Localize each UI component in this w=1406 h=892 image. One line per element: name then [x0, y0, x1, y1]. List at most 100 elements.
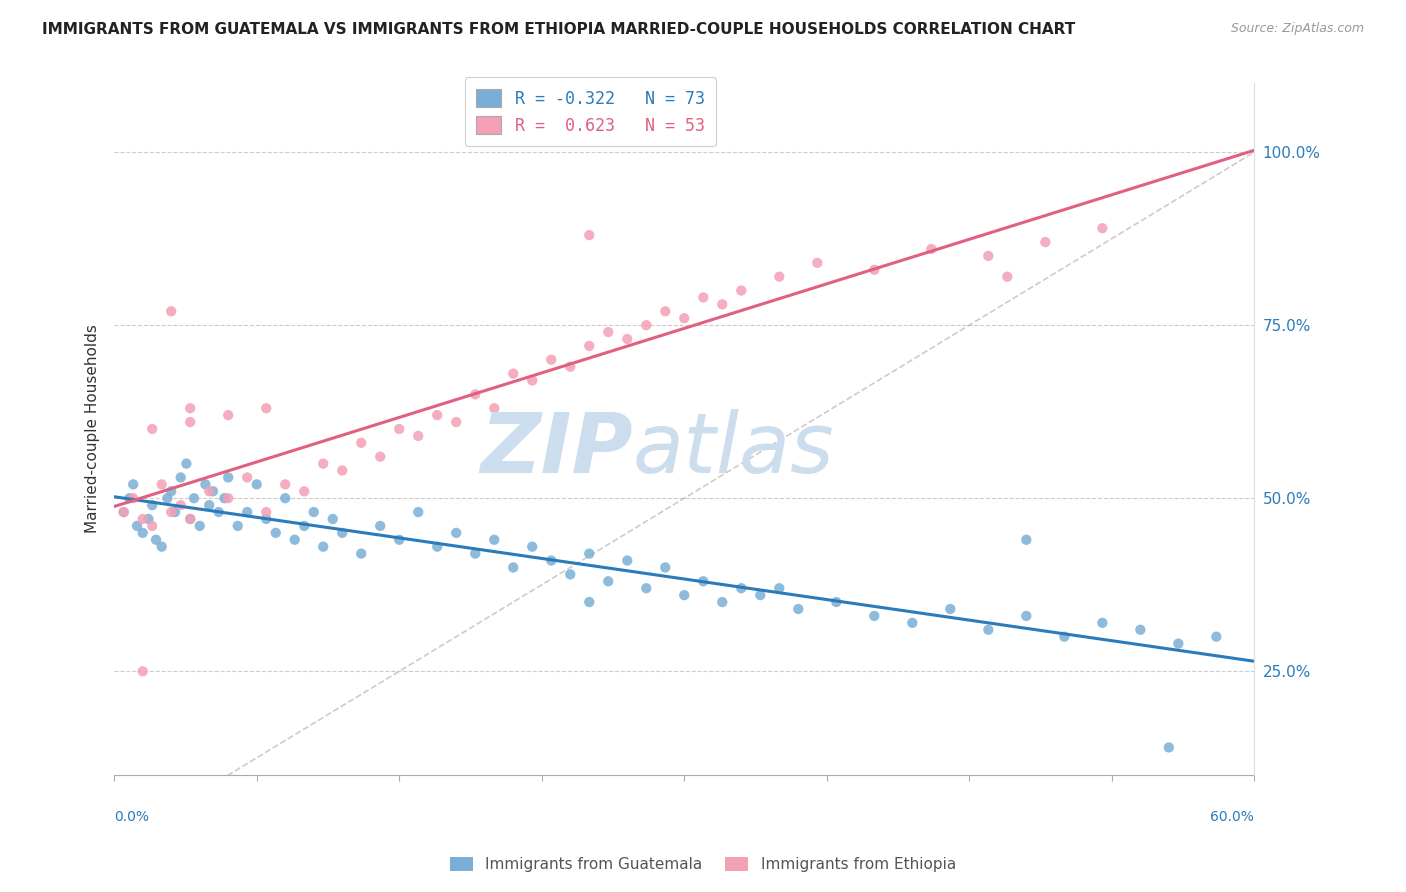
Point [540, 352, 562, 367]
Point [176, 457, 198, 471]
Point [112, 505, 135, 519]
Point [522, 540, 544, 554]
Point [673, 588, 696, 602]
Point [920, 242, 942, 256]
Point [312, 540, 335, 554]
Point [188, 519, 211, 533]
Point [350, 435, 373, 450]
Point [977, 249, 1000, 263]
Point [1015, 533, 1038, 547]
Point [145, 533, 167, 547]
Point [1015, 608, 1038, 623]
Point [201, 484, 224, 499]
Point [330, 463, 353, 477]
Text: atlas: atlas [633, 409, 835, 491]
Point [141, 498, 163, 512]
Point [1129, 623, 1152, 637]
Point [636, 581, 658, 595]
Point [122, 477, 145, 491]
Point [825, 595, 848, 609]
Point [330, 525, 353, 540]
Point [444, 415, 467, 429]
Point [502, 560, 524, 574]
Point [254, 401, 277, 416]
Point [863, 262, 886, 277]
Point [125, 519, 148, 533]
Point [464, 387, 486, 401]
Point [236, 505, 259, 519]
Point [118, 491, 141, 506]
Point [426, 408, 449, 422]
Point [156, 491, 179, 506]
Point [368, 450, 391, 464]
Point [654, 560, 676, 574]
Point [730, 284, 752, 298]
Point [150, 540, 173, 554]
Point [236, 470, 259, 484]
Legend: R = -0.322   N = 73, R =  0.623   N = 53: R = -0.322 N = 73, R = 0.623 N = 53 [464, 78, 716, 146]
Point [217, 491, 239, 506]
Point [806, 256, 828, 270]
Point [214, 491, 236, 506]
Point [122, 491, 145, 506]
Point [254, 512, 277, 526]
Point [502, 367, 524, 381]
Point [768, 581, 790, 595]
Point [179, 401, 201, 416]
Y-axis label: Married-couple Households: Married-couple Households [86, 325, 100, 533]
Point [274, 477, 297, 491]
Text: 0.0%: 0.0% [114, 810, 149, 823]
Point [254, 505, 277, 519]
Point [292, 484, 315, 499]
Point [616, 332, 638, 346]
Point [138, 512, 160, 526]
Point [901, 615, 924, 630]
Point [484, 401, 506, 416]
Point [170, 470, 193, 484]
Point [692, 574, 714, 589]
Point [131, 512, 153, 526]
Point [160, 505, 183, 519]
Point [131, 525, 153, 540]
Point [406, 505, 429, 519]
Point [749, 588, 772, 602]
Point [598, 325, 620, 339]
Point [540, 553, 562, 567]
Point [194, 477, 217, 491]
Point [654, 304, 676, 318]
Point [730, 581, 752, 595]
Point [264, 525, 287, 540]
Point [312, 457, 335, 471]
Point [150, 477, 173, 491]
Point [426, 540, 449, 554]
Point [578, 339, 600, 353]
Point [368, 519, 391, 533]
Point [578, 547, 600, 561]
Point [711, 297, 734, 311]
Point [560, 567, 582, 582]
Point [388, 533, 411, 547]
Point [768, 269, 790, 284]
Point [112, 505, 135, 519]
Point [673, 311, 696, 326]
Point [322, 512, 344, 526]
Point [977, 623, 1000, 637]
Point [1091, 221, 1114, 235]
Point [1205, 630, 1227, 644]
Point [284, 533, 307, 547]
Point [350, 547, 373, 561]
Point [863, 608, 886, 623]
Point [1157, 740, 1180, 755]
Text: IMMIGRANTS FROM GUATEMALA VS IMMIGRANTS FROM ETHIOPIA MARRIED-COUPLE HOUSEHOLDS : IMMIGRANTS FROM GUATEMALA VS IMMIGRANTS … [42, 22, 1076, 37]
Point [444, 525, 467, 540]
Point [179, 512, 201, 526]
Point [179, 415, 201, 429]
Point [1091, 615, 1114, 630]
Point [1033, 235, 1056, 249]
Text: ZIP: ZIP [481, 409, 633, 491]
Point [522, 374, 544, 388]
Point [616, 553, 638, 567]
Point [995, 269, 1018, 284]
Point [141, 422, 163, 436]
Point [388, 422, 411, 436]
